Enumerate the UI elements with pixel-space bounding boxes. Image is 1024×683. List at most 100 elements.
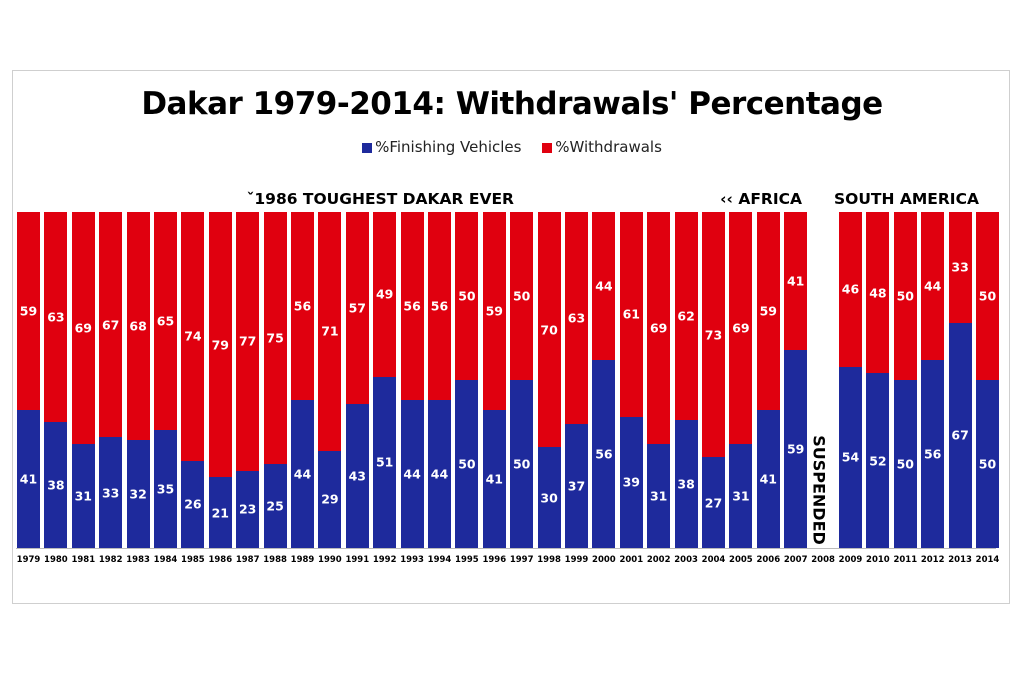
data-label-finishing: 27 (704, 495, 723, 511)
legend-item-withdrawals: %Withdrawals (542, 138, 662, 156)
legend-item-finishing: %Finishing Vehicles (362, 138, 521, 156)
data-label-withdrawals: 74 (184, 328, 202, 344)
chart-frame (12, 70, 1010, 604)
data-label-withdrawals: 63 (567, 310, 586, 326)
year-label: 1988 (263, 555, 287, 565)
year-label: 1984 (153, 555, 178, 565)
bar-withdrawals (976, 212, 999, 380)
year-label: 1998 (537, 555, 561, 565)
data-label-finishing: 50 (512, 456, 531, 472)
year-label: 2014 (975, 555, 1000, 565)
data-label-withdrawals: 61 (622, 306, 640, 322)
bar-finishing (181, 460, 205, 548)
legend-swatch-withdrawals (542, 142, 553, 153)
data-label-finishing: 29 (321, 491, 339, 507)
data-label-withdrawals: 59 (19, 303, 38, 319)
year-label: 2006 (756, 555, 781, 565)
data-label-withdrawals: 63 (47, 309, 65, 325)
year-label: 1999 (564, 555, 589, 565)
bar-finishing (976, 380, 999, 548)
bar-finishing (373, 376, 397, 548)
data-label-withdrawals: 65 (156, 313, 175, 329)
data-label-finishing: 31 (732, 488, 750, 504)
data-label-finishing: 59 (786, 441, 805, 457)
bar-finishing (592, 359, 616, 548)
bar-withdrawals (510, 212, 534, 380)
bar-finishing (99, 437, 123, 548)
annotation-south-america: SOUTH AMERICA (834, 190, 979, 208)
data-label-finishing: 44 (430, 466, 449, 482)
bar-finishing (400, 400, 424, 548)
data-label-withdrawals: 50 (896, 288, 914, 304)
year-label: 2008 (811, 555, 835, 565)
data-label-withdrawals: 79 (211, 337, 229, 353)
year-label: 1989 (290, 555, 315, 565)
bar-finishing (208, 477, 232, 548)
data-label-withdrawals: 69 (74, 320, 92, 336)
bar-finishing (71, 443, 95, 548)
bar-finishing (839, 366, 862, 548)
bar-withdrawals (893, 212, 917, 380)
bar-withdrawals (647, 212, 671, 444)
bar-withdrawals (99, 212, 123, 438)
data-label-finishing: 25 (266, 498, 284, 514)
bar-withdrawals (236, 212, 260, 471)
bar-finishing (345, 403, 369, 548)
data-label-finishing: 37 (567, 478, 586, 494)
year-label: 1982 (98, 555, 123, 565)
bar-finishing (291, 400, 314, 548)
bar-finishing (428, 400, 451, 548)
data-label-finishing: 41 (19, 471, 38, 487)
bar-finishing (647, 443, 671, 548)
data-label-finishing: 35 (156, 481, 175, 497)
bar-withdrawals (17, 212, 40, 411)
data-label-withdrawals: 59 (759, 303, 777, 319)
data-label-withdrawals: 49 (375, 286, 394, 302)
bar-finishing (674, 420, 698, 548)
bar-withdrawals (619, 212, 643, 417)
data-label-finishing: 32 (129, 486, 147, 502)
bar-finishing (784, 349, 808, 548)
data-label-withdrawals: 69 (732, 320, 750, 336)
data-label-withdrawals: 56 (430, 298, 449, 314)
year-label: 1987 (235, 555, 260, 565)
bar-withdrawals (839, 212, 862, 367)
data-label-withdrawals: 71 (321, 323, 339, 339)
bar-finishing (756, 410, 780, 548)
bar-withdrawals (400, 212, 424, 401)
data-label-finishing: 21 (211, 505, 229, 521)
bar-withdrawals (674, 212, 698, 421)
data-label-withdrawals: 44 (923, 278, 942, 294)
bar-finishing (44, 421, 68, 548)
year-label: 1990 (318, 555, 342, 565)
data-label-finishing: 26 (184, 496, 202, 512)
data-label-withdrawals: 77 (238, 333, 257, 349)
year-label: 2000 (592, 555, 616, 565)
bar-withdrawals (482, 212, 506, 411)
year-label: 2012 (920, 555, 945, 565)
annotation-toughest: ˇ1986 TOUGHEST DAKAR EVER (246, 190, 514, 208)
data-label-withdrawals: 70 (540, 322, 558, 338)
bar-withdrawals (702, 212, 725, 458)
data-label-finishing: 38 (677, 476, 695, 492)
year-label: 1979 (16, 555, 41, 565)
bar-finishing (729, 443, 753, 548)
data-label-finishing: 33 (101, 485, 120, 501)
year-label: 2009 (838, 555, 863, 565)
data-label-finishing: 30 (540, 490, 558, 506)
bar-finishing (510, 380, 534, 548)
data-label-withdrawals: 46 (841, 281, 860, 297)
data-label-withdrawals: 50 (512, 288, 531, 304)
bar-finishing (702, 457, 725, 548)
bar-withdrawals (373, 212, 397, 377)
data-label-withdrawals: 73 (704, 327, 723, 343)
bar-withdrawals (345, 212, 369, 404)
bar-finishing (455, 380, 479, 548)
year-label: 2003 (674, 555, 698, 565)
data-label-finishing: 41 (759, 471, 777, 487)
year-label: 1996 (482, 555, 507, 565)
data-label-finishing: 23 (238, 501, 257, 517)
bar-finishing (236, 470, 260, 548)
data-label-withdrawals: 59 (485, 303, 503, 319)
data-label-finishing: 39 (622, 474, 640, 490)
